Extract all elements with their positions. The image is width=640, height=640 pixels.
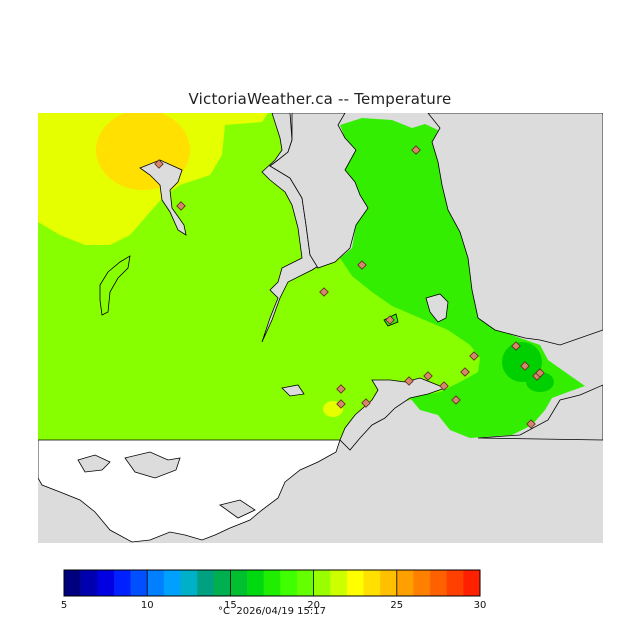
station-marker-s14[interactable] bbox=[439, 381, 449, 391]
islet-outline-3 bbox=[219, 499, 256, 519]
station-marker-s2[interactable] bbox=[176, 201, 186, 211]
stations-layer bbox=[154, 145, 545, 429]
map-title: VictoriaWeather.ca -- Temperature bbox=[188, 90, 452, 108]
temperature-field-darker bbox=[502, 342, 542, 382]
station-marker-s6[interactable] bbox=[385, 315, 395, 325]
caption-unit: °C bbox=[218, 606, 230, 617]
station-marker-s20[interactable] bbox=[526, 419, 536, 429]
southern-land bbox=[38, 439, 341, 543]
caption-timestamp: 2026/04/19 15:17 bbox=[236, 606, 326, 617]
station-marker-s9[interactable] bbox=[520, 361, 530, 371]
station-marker-s13[interactable] bbox=[423, 371, 433, 381]
temperature-field-darker-2 bbox=[526, 372, 554, 392]
station-marker-s19[interactable] bbox=[361, 398, 371, 408]
island-west bbox=[99, 255, 131, 316]
station-marker-s11[interactable] bbox=[535, 368, 545, 378]
caption: °C 2026/04/19 15:17 bbox=[0, 606, 544, 617]
bay-east bbox=[477, 384, 603, 441]
islet-small-1 bbox=[281, 384, 305, 397]
lake-outline bbox=[425, 293, 449, 323]
station-marker-s7[interactable] bbox=[469, 351, 479, 361]
station-marker-s3[interactable] bbox=[411, 145, 421, 155]
station-marker-s18[interactable] bbox=[336, 399, 346, 409]
station-marker-s16[interactable] bbox=[451, 395, 461, 405]
station-marker-s4[interactable] bbox=[357, 260, 367, 270]
station-marker-s17[interactable] bbox=[336, 384, 346, 394]
station-marker-s8[interactable] bbox=[511, 341, 521, 351]
station-marker-s15[interactable] bbox=[404, 376, 414, 386]
islet-outline-1 bbox=[77, 454, 111, 473]
bay-northeast bbox=[427, 113, 603, 346]
station-marker-s1[interactable] bbox=[154, 159, 164, 169]
inlet-north bbox=[139, 159, 187, 236]
station-marker-s12[interactable] bbox=[460, 367, 470, 377]
islet-outline-2 bbox=[124, 451, 181, 479]
station-marker-s5[interactable] bbox=[319, 287, 329, 297]
bay-north-inlet bbox=[269, 113, 369, 269]
